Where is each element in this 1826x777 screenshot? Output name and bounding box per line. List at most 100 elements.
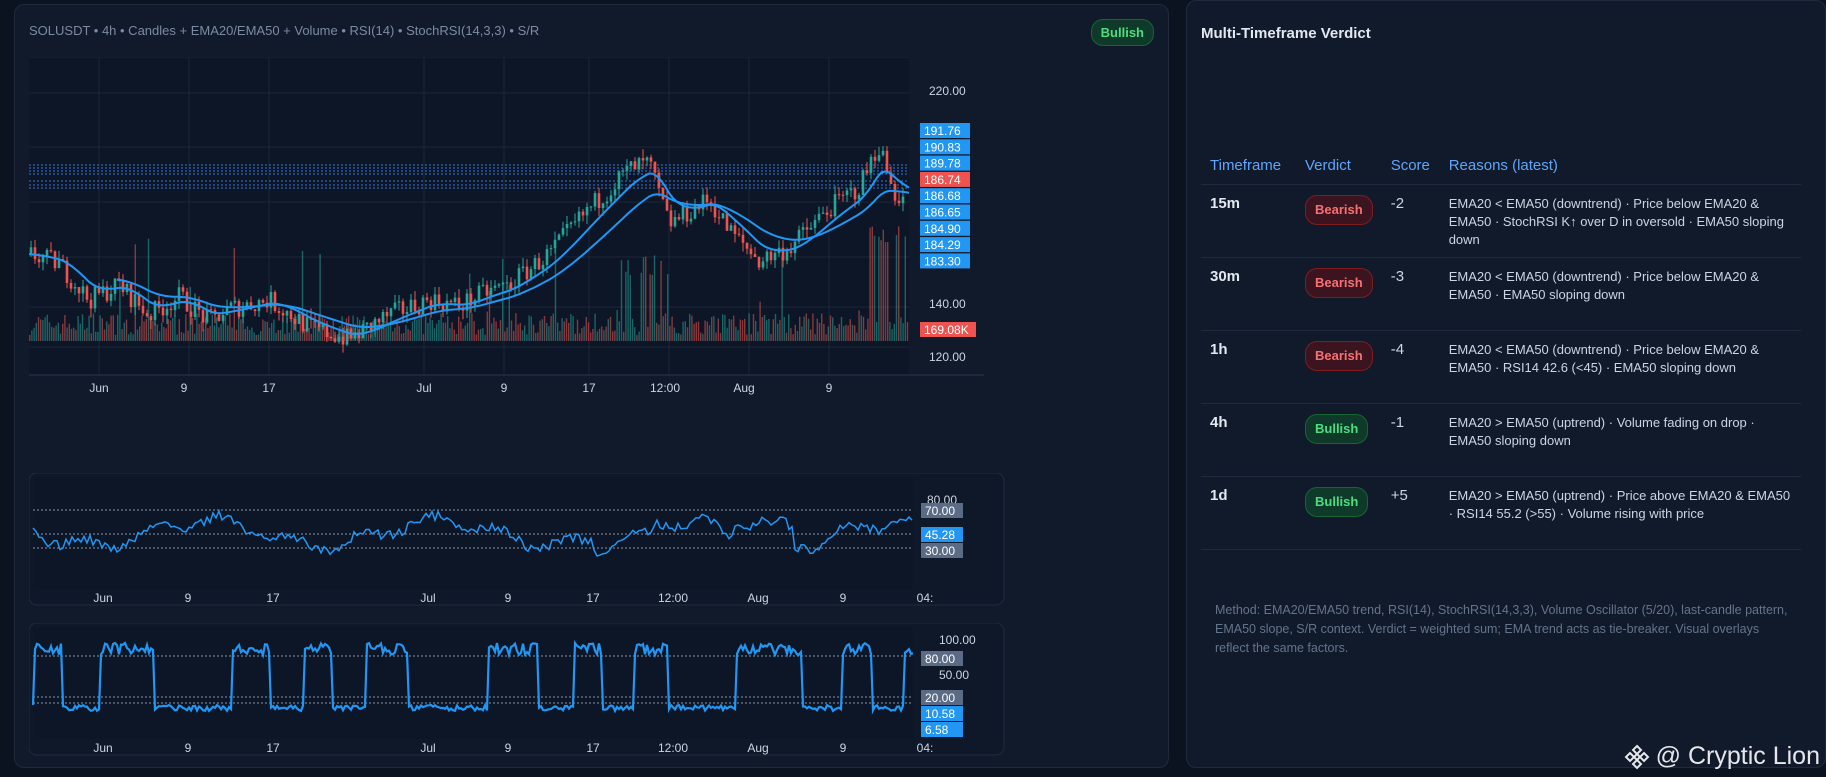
volume-bar (664, 313, 667, 341)
volume-bar (653, 255, 656, 341)
volume-bar (114, 334, 117, 341)
candle-body (81, 286, 85, 294)
x-axis-tick: 9 (505, 741, 512, 755)
candle-body (669, 210, 673, 227)
price-level-label: 186.74 (924, 173, 961, 187)
volume-bar (73, 327, 75, 341)
volume-bar (442, 322, 444, 341)
volume-bar (165, 328, 167, 341)
volume-bar (477, 329, 480, 341)
candle-body (401, 301, 405, 314)
volume-bar (110, 315, 112, 341)
candle-body (245, 302, 249, 309)
oscillator-value-tag (921, 503, 963, 518)
volume-bar (785, 332, 788, 341)
oscillator-plot (33, 477, 913, 589)
volume-bar (827, 326, 829, 341)
header-verdict: Verdict (1296, 157, 1382, 185)
volume-bar (447, 316, 449, 341)
candle-body (833, 194, 837, 217)
volume-bar (359, 319, 361, 341)
volume-bar (902, 323, 904, 341)
price-level-tag (920, 155, 970, 171)
candle-body (621, 170, 625, 172)
volume-bar (559, 331, 561, 341)
volume-bar (667, 274, 669, 341)
volume-bar (849, 319, 851, 341)
volume-bar (103, 329, 106, 341)
price-level-tag (920, 220, 970, 236)
candle-body (65, 260, 69, 283)
row-reasons: EMA20 > EMA50 (uptrend) · Volume fading … (1439, 403, 1801, 477)
candle-body (589, 206, 593, 208)
candle-body (405, 312, 409, 314)
stochrsi-chart[interactable]: 100.00 50.00 80.00 20.00 10.58 6.58 Jun 9 17 Jul 9… (29, 623, 1165, 767)
volume-bar (286, 317, 288, 341)
volume-bar (752, 314, 755, 341)
volume-bar (297, 331, 299, 341)
candle-body (825, 212, 829, 215)
volume-bar (207, 328, 209, 341)
volume-bar (475, 334, 477, 341)
price-chart[interactable]: 220.00 140.00 120.00 191.76 190.83 189.78 186.… (29, 57, 1165, 462)
volume-bar (618, 321, 620, 341)
x-axis-tick: 12:00 (658, 741, 688, 755)
volume-bar (392, 331, 394, 341)
volume-bar (284, 333, 286, 341)
x-axis-tick: Jun (89, 381, 108, 395)
candle-body (397, 301, 401, 303)
volume-bar (323, 319, 326, 341)
volume-bar (796, 331, 799, 341)
candle-body (365, 322, 369, 325)
volume-bar (739, 319, 741, 341)
candle-body (505, 282, 509, 284)
candle-body (597, 193, 601, 208)
volume-bar (491, 323, 493, 341)
volume-bar (682, 321, 684, 341)
volume-bar (367, 334, 370, 341)
volume-bar (86, 327, 88, 341)
volume-bar (433, 328, 436, 341)
volume-bar (816, 318, 818, 341)
candle-body (429, 300, 433, 311)
candle-body (493, 285, 497, 288)
row-timeframe: 15m (1201, 184, 1296, 258)
volume-bar (724, 314, 726, 341)
volume-bar (106, 321, 108, 341)
volume-bar (70, 328, 73, 341)
volume-bar (799, 316, 801, 341)
candle-body (529, 269, 533, 280)
volume-bar (466, 323, 469, 341)
volume-bar (629, 274, 631, 341)
volume-bar (99, 315, 101, 341)
volume-bar (277, 330, 279, 341)
volume-bar (418, 318, 420, 341)
volume-bar (770, 333, 772, 341)
candle-body (809, 227, 813, 230)
volume-bar (262, 319, 264, 341)
volume-bar (906, 322, 909, 341)
volume-bar (246, 326, 249, 341)
price-level-tag (920, 139, 970, 155)
volume-bar (64, 315, 66, 341)
volume-bar (141, 315, 143, 341)
volume-bar (889, 321, 891, 341)
candle-body (593, 193, 597, 207)
candle-body (789, 251, 793, 254)
volume-bar (684, 321, 686, 341)
volume-bar (405, 324, 407, 341)
candle-body (217, 314, 221, 321)
volume-bar (156, 324, 158, 341)
volume-bar (185, 314, 187, 341)
volume-bar (565, 318, 568, 341)
volume-bar (31, 330, 33, 341)
volume-bar (532, 324, 535, 341)
oscillator-value-tag (921, 527, 963, 542)
price-axis-label: 140.00 (929, 297, 966, 311)
volume-bar (695, 322, 697, 341)
volume-bar (715, 332, 717, 341)
candle-body (873, 156, 877, 161)
volume-bar (62, 323, 64, 341)
volume-bar (631, 318, 634, 341)
